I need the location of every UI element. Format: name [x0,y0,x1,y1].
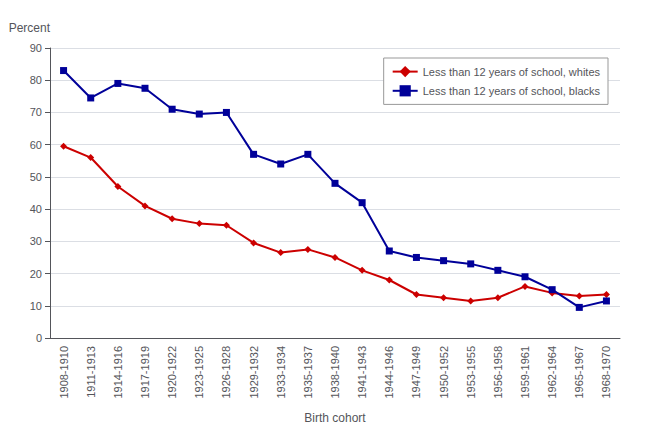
svg-text:1953-1955: 1953-1955 [465,346,477,399]
svg-text:10: 10 [30,300,42,312]
svg-text:1923-1925: 1923-1925 [193,346,205,399]
svg-text:50: 50 [30,171,42,183]
svg-text:1956-1958: 1956-1958 [492,346,504,399]
svg-text:40: 40 [30,203,42,215]
svg-text:Percent: Percent [9,21,51,35]
svg-text:Birth cohort: Birth cohort [304,411,366,425]
svg-text:1944-1946: 1944-1946 [383,346,395,399]
svg-text:1947-1949: 1947-1949 [410,346,422,399]
svg-text:1950-1952: 1950-1952 [438,346,450,399]
svg-text:20: 20 [30,268,42,280]
svg-text:1917-1919: 1917-1919 [139,346,151,399]
svg-text:1959-1961: 1959-1961 [519,346,531,399]
svg-text:1935-1937: 1935-1937 [302,346,314,399]
svg-text:1968-1970: 1968-1970 [600,346,612,399]
svg-text:60: 60 [30,139,42,151]
svg-text:1965-1967: 1965-1967 [573,346,585,399]
svg-text:80: 80 [30,74,42,86]
svg-text:Less than 12 years of school,: Less than 12 years of school, blacks [423,85,601,97]
svg-text:1938-1940: 1938-1940 [329,346,341,399]
svg-text:70: 70 [30,106,42,118]
svg-text:30: 30 [30,235,42,247]
svg-text:1941-1943: 1941-1943 [356,346,368,399]
svg-text:1908-1910: 1908-1910 [58,346,70,399]
svg-text:1933-1934: 1933-1934 [275,346,287,399]
svg-text:90: 90 [30,42,42,54]
svg-text:Less than 12 years of school,: Less than 12 years of school, whites [423,66,601,78]
svg-text:1920-1922: 1920-1922 [166,346,178,399]
svg-text:1962-1964: 1962-1964 [546,346,558,399]
svg-text:1929-1932: 1929-1932 [248,346,260,399]
svg-text:1914-1916: 1914-1916 [112,346,124,399]
svg-text:1926-1928: 1926-1928 [220,346,232,399]
svg-text:0: 0 [36,332,42,344]
svg-text:1911-1913: 1911-1913 [85,346,97,398]
